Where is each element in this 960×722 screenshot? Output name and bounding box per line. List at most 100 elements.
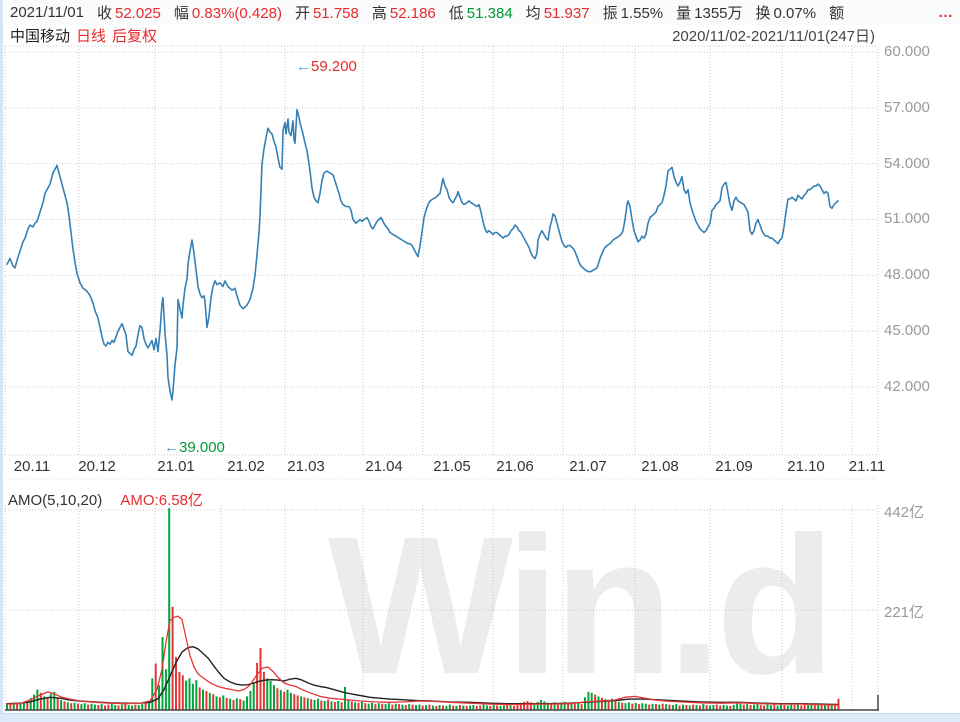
amo-bar <box>43 696 46 710</box>
amo-bar <box>523 701 526 710</box>
amo-bar <box>22 701 25 710</box>
amo-bar <box>418 704 421 710</box>
amo-bar <box>117 705 120 710</box>
amo-bar <box>658 704 661 710</box>
amo-bar <box>573 702 576 710</box>
amo-bar <box>87 704 90 710</box>
amo-bar <box>553 702 556 710</box>
amo-bar <box>242 700 245 710</box>
amo-bar <box>482 704 485 710</box>
amo-bar <box>9 704 12 710</box>
amo-bar <box>269 681 272 710</box>
amo-bar <box>164 669 167 710</box>
amo-bar <box>296 695 299 710</box>
amo-bar <box>817 703 820 710</box>
amo-bar <box>148 701 150 710</box>
amo-bar <box>421 705 424 710</box>
amo-bar <box>391 704 394 710</box>
amo-bar <box>560 702 563 710</box>
amo-bar <box>16 704 19 710</box>
amo-bar <box>354 702 357 710</box>
amo-bar <box>452 705 455 710</box>
amo-bar <box>131 705 134 710</box>
amo-bar <box>408 704 411 710</box>
amo-bar <box>137 705 140 710</box>
amo-bar <box>83 703 86 710</box>
amo-bar <box>600 697 603 710</box>
amo-bar <box>739 703 742 710</box>
amo-bar <box>127 705 130 710</box>
amo-bar <box>63 701 66 710</box>
quote-field: 低 51.384 <box>449 5 513 22</box>
amo-bar <box>364 703 367 710</box>
quote-field-label: 振 <box>602 5 618 22</box>
amo-bar <box>607 700 610 710</box>
more-ellipsis[interactable]: … <box>938 4 954 21</box>
amo-bar <box>205 691 208 710</box>
quote-field-value: 51.937 <box>543 5 590 22</box>
amo-bar <box>638 704 641 710</box>
amo-bar <box>570 703 573 710</box>
period-selector[interactable]: 日线 <box>76 28 107 45</box>
quote-field-label: 额 <box>829 5 845 22</box>
amo-bar <box>465 705 468 710</box>
amo-bar <box>171 606 174 710</box>
amo-bar <box>360 701 363 710</box>
amo-bar <box>722 705 725 710</box>
amo-bar <box>668 704 671 710</box>
bottom-scrollbar-strip[interactable] <box>0 713 960 722</box>
amo-bar <box>486 705 488 710</box>
amo-bar <box>543 701 546 710</box>
amo-bar <box>834 703 837 710</box>
chart-title-bar: 中国移动 日线 后复权 2020/11/02-2021/11/01(247日) <box>4 25 960 46</box>
amo-bar <box>580 704 583 710</box>
amo-bar <box>631 703 634 710</box>
amo-bar <box>181 675 184 710</box>
amo-bar <box>347 700 350 710</box>
amo-bar <box>114 705 117 710</box>
quote-field: 换 0.07% <box>756 5 817 22</box>
amo-bar <box>472 705 475 710</box>
amo-bar <box>678 705 681 710</box>
amo-bar <box>262 672 265 710</box>
amo-bar <box>509 705 512 710</box>
adjust-mode[interactable]: 后复权 <box>112 28 158 45</box>
amo-bar <box>411 704 414 710</box>
amo-bar <box>492 705 495 710</box>
amo-bar <box>49 693 52 710</box>
amo-bar <box>513 705 515 710</box>
quote-field: 额 <box>829 5 847 22</box>
amo-bar <box>783 705 786 710</box>
amo-bar <box>489 705 492 710</box>
amo-bar <box>46 697 49 710</box>
amo-bar <box>742 704 745 710</box>
quote-info-bar: 2021/11/01 收 52.025 幅 0.83%(0.428) 开 51.758 高 5… <box>4 0 960 25</box>
amo-bar <box>438 705 441 710</box>
amo-bar <box>93 704 96 710</box>
amo-bar <box>256 662 259 710</box>
amo-bar <box>729 705 732 710</box>
quote-field-label: 幅 <box>173 5 189 22</box>
security-name[interactable]: 中国移动 <box>10 28 71 45</box>
amo-bar <box>709 705 711 710</box>
left-edge-stripe <box>0 0 3 722</box>
amo-bar <box>577 703 580 710</box>
amo-bar <box>448 704 451 710</box>
amo-bar <box>110 703 113 710</box>
amo-bar <box>827 704 830 710</box>
amo-bar <box>141 704 144 710</box>
amo-bar <box>455 705 458 710</box>
amo-bar <box>377 703 380 710</box>
amo-bar <box>790 704 793 710</box>
amo-bar <box>820 705 823 710</box>
amo-bar <box>252 682 255 710</box>
amo-bar <box>692 704 695 710</box>
amo-bar <box>516 703 519 710</box>
amo-bar <box>327 699 330 710</box>
amo-bar <box>120 704 123 710</box>
quote-field: 开 51.758 <box>295 5 359 22</box>
amo-bar <box>357 702 360 710</box>
quote-field-label: 收 <box>96 5 112 22</box>
amo-bar <box>289 692 292 710</box>
